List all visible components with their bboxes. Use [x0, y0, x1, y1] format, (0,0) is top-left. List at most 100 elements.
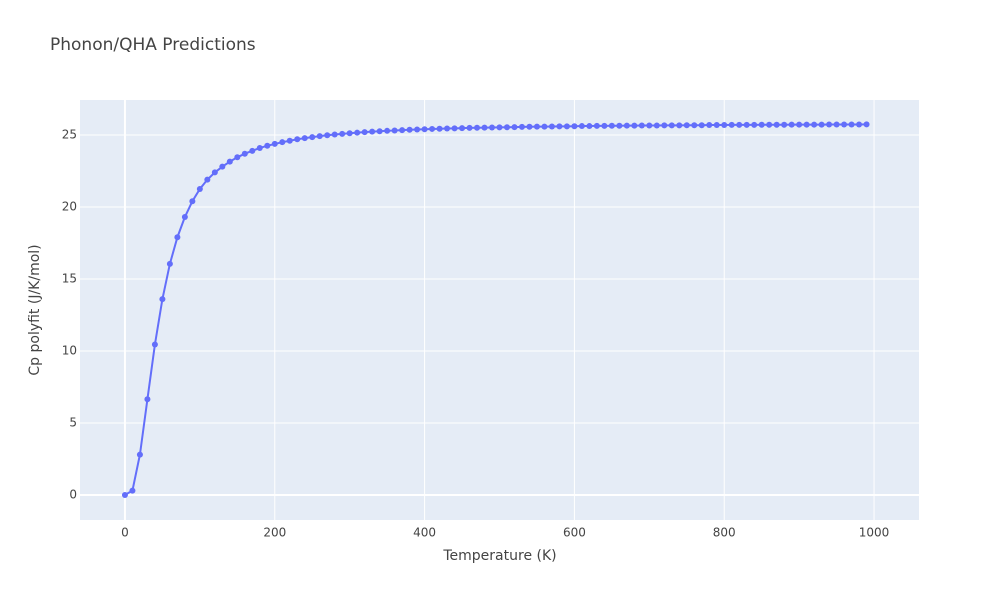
point [144, 396, 151, 403]
point [743, 121, 750, 128]
point [653, 122, 660, 129]
point [646, 122, 653, 129]
y-tick-label: 25 [62, 127, 77, 141]
point [399, 127, 406, 134]
x-tick-label: 1000 [859, 526, 890, 540]
y-tick-label: 20 [62, 199, 77, 213]
point [691, 122, 698, 129]
point [518, 123, 525, 130]
point [751, 121, 758, 128]
point [339, 130, 346, 137]
point [219, 163, 226, 170]
point [728, 121, 735, 128]
point [668, 122, 675, 129]
point [848, 121, 855, 128]
point [166, 260, 173, 267]
point [264, 142, 271, 149]
point [863, 121, 870, 128]
y-tick-label: 0 [69, 487, 77, 501]
y-axis-title: Cp polyfit (J/K/mol) [27, 244, 43, 375]
point [586, 123, 593, 130]
point [384, 127, 391, 134]
point [211, 169, 218, 176]
x-tick-label: 600 [563, 526, 586, 540]
point [713, 122, 720, 129]
point [623, 122, 630, 129]
point [608, 122, 615, 129]
point [676, 122, 683, 129]
point [354, 129, 361, 136]
point [189, 198, 196, 205]
point [121, 491, 128, 498]
point [474, 124, 481, 131]
y-tick-label: 15 [62, 271, 77, 285]
point [294, 136, 301, 143]
point [503, 124, 510, 131]
point [826, 121, 833, 128]
point [241, 150, 248, 157]
point [661, 122, 668, 129]
point [706, 122, 713, 129]
point [856, 121, 863, 128]
point [593, 122, 600, 129]
point [196, 185, 203, 192]
point [578, 123, 585, 130]
point [279, 139, 286, 146]
point [331, 131, 338, 138]
point [496, 124, 503, 131]
point [309, 134, 316, 141]
point [616, 122, 623, 129]
point [174, 234, 181, 241]
point [781, 121, 788, 128]
y-tick-label: 5 [69, 415, 77, 429]
point [563, 123, 570, 130]
point [818, 121, 825, 128]
point [638, 122, 645, 129]
x-axis-title: Temperature (K) [442, 548, 556, 564]
x-tick-label: 400 [413, 526, 436, 540]
point [436, 125, 443, 132]
point [683, 122, 690, 129]
point [301, 135, 308, 142]
point [414, 126, 421, 133]
point [489, 124, 496, 131]
point [773, 121, 780, 128]
point [346, 130, 353, 137]
y-tick-label: 10 [62, 343, 77, 357]
point [406, 126, 413, 133]
point [444, 125, 451, 132]
point [129, 487, 136, 494]
point [324, 132, 331, 139]
point [526, 123, 533, 130]
point [226, 158, 233, 165]
point [181, 214, 188, 221]
point [466, 124, 473, 131]
point [533, 123, 540, 130]
point [481, 124, 488, 131]
point [459, 125, 466, 132]
point [286, 137, 293, 144]
point [316, 133, 323, 140]
point [698, 122, 705, 129]
point [151, 341, 158, 348]
point [271, 140, 278, 147]
point [391, 127, 398, 134]
point [451, 125, 458, 132]
point [369, 128, 376, 135]
point [234, 154, 241, 161]
point [429, 125, 436, 132]
point [803, 121, 810, 128]
x-tick-label: 200 [263, 526, 286, 540]
point [721, 122, 728, 129]
point [758, 121, 765, 128]
point [811, 121, 818, 128]
point [541, 123, 548, 130]
marks [121, 121, 870, 498]
point [736, 121, 743, 128]
point [571, 123, 578, 130]
point [136, 451, 143, 458]
point [421, 126, 428, 133]
point [766, 121, 773, 128]
